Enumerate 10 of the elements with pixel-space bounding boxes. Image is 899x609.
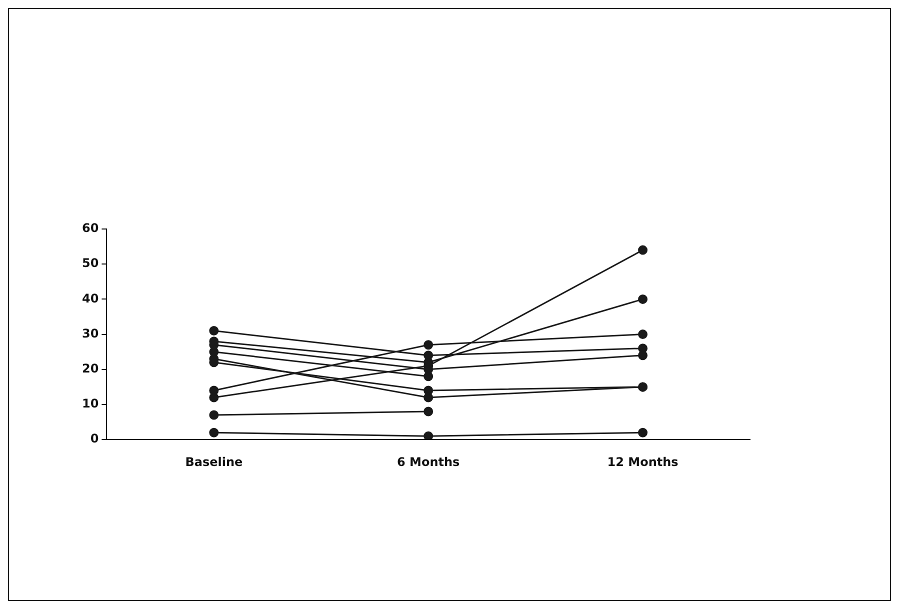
x-tick-label: 6 Months [397, 454, 460, 469]
y-tick-label: 10 [82, 396, 99, 411]
y-tick-label: 40 [82, 291, 99, 306]
y-tick-label: 50 [82, 256, 99, 270]
y-tick-label: 20 [82, 362, 99, 376]
y-tick-label: 60 [82, 221, 99, 236]
y-tick-label: 30 [82, 326, 99, 340]
x-tick-label: Baseline [185, 454, 243, 469]
y-tick-label: 0 [90, 432, 99, 446]
x-tick-label: 12 Months [607, 454, 678, 469]
